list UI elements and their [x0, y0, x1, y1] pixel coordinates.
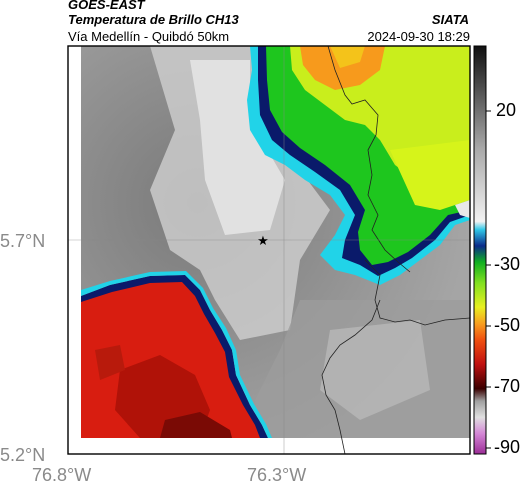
colorbar-label-neg50: -50 [494, 315, 521, 335]
border-line [327, 45, 411, 273]
colorbar-label-neg70: -70 [494, 376, 521, 396]
colorbar-ticks [486, 110, 491, 449]
product-title: Temperatura de Brillo CH13 [68, 12, 239, 27]
lat-label-5-7: 5.7°N [0, 231, 46, 251]
colorbar [473, 45, 487, 455]
map-left-strip [68, 46, 81, 438]
lon-label-76-3: 76.3°W [247, 465, 307, 485]
timestamp-label: 2024-09-30 18:29 [367, 29, 470, 44]
map-bottom-strip [68, 438, 470, 454]
gray-lower-right-light [320, 320, 430, 420]
agency-label: SIATA [431, 12, 469, 27]
orange-cloud-core [300, 46, 385, 90]
star-marker: ★ [257, 234, 269, 249]
cyan-notch [455, 200, 470, 218]
lon-label-76-8: 76.8°W [32, 465, 92, 485]
map-frame [67, 45, 471, 455]
colorbar-label-20: 20 [496, 100, 517, 120]
colorbar-label-neg30: -30 [494, 254, 521, 274]
lat-label-5-2: 5.2°N [0, 445, 46, 465]
yellow-cloud-area-2 [390, 140, 470, 210]
colorbar-label-neg90: -90 [494, 437, 521, 457]
dark-red-patch [160, 412, 232, 438]
satellite-title: GOES-EAST [68, 0, 145, 12]
cyan-ring-lower-left [81, 271, 272, 438]
dark-red-patch [95, 345, 125, 380]
orange-cloud-core-2 [330, 46, 365, 68]
route-subtitle: Vía Medellín - Quibdó 50km [68, 29, 230, 44]
light-gray-band [190, 60, 285, 235]
border-line [321, 299, 381, 455]
border-line [364, 259, 471, 326]
